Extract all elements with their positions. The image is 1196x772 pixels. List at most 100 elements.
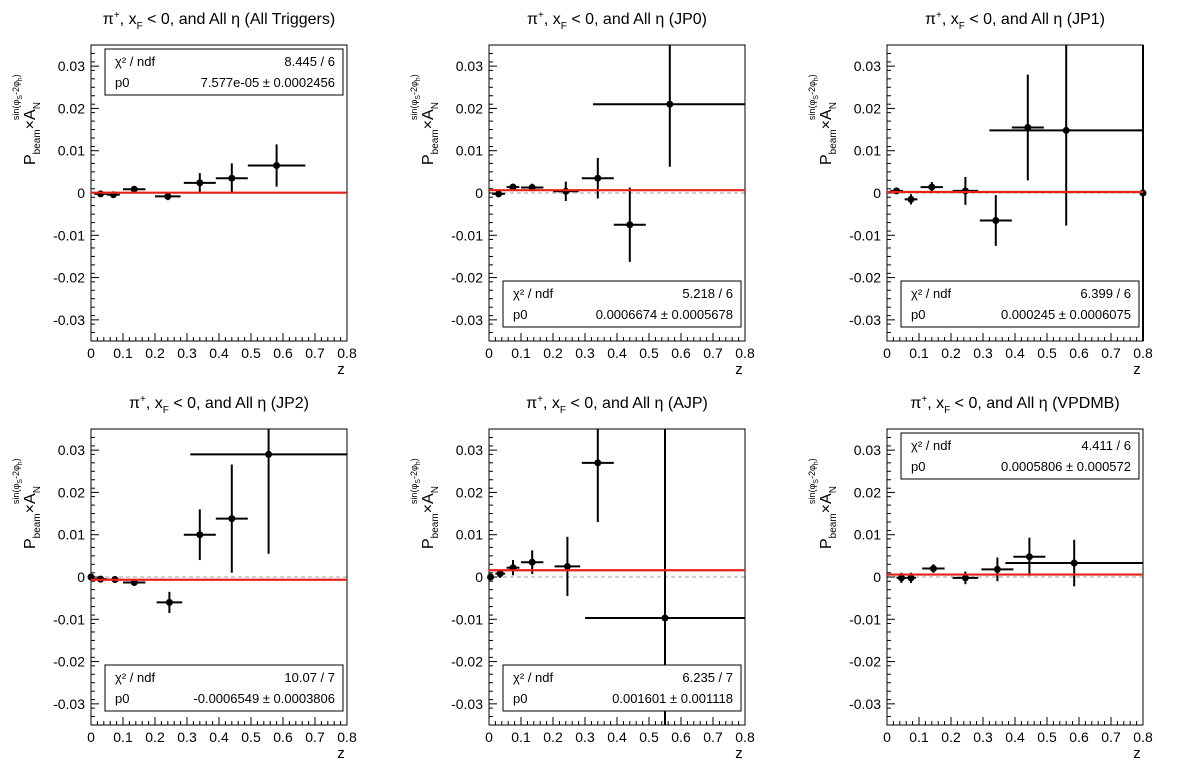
data-point	[215, 464, 248, 573]
stats-p0-value: 0.0005806 ± 0.000572	[1001, 459, 1131, 474]
y-tick-label: 0	[77, 185, 85, 201]
stats-p0-value: 0.000245 ± 0.0006075	[1001, 307, 1131, 322]
x-tick-label: 0.7	[1101, 345, 1121, 361]
x-tick-label: 0.5	[639, 729, 659, 745]
y-tick-label: 0	[475, 185, 483, 201]
data-marker	[228, 515, 236, 523]
chart-title: π+, xF < 0, and All η (AJP)	[526, 394, 708, 416]
stats-chi-value: 6.235 / 7	[682, 670, 733, 685]
y-tick-label: -0.02	[451, 270, 483, 286]
data-point	[247, 144, 306, 187]
data-marker	[97, 190, 105, 198]
x-tick-label: 0.3	[575, 729, 595, 745]
data-marker	[961, 574, 969, 582]
y-tick-label: 0.02	[854, 484, 881, 500]
stats-p0-label: p0	[115, 75, 129, 90]
y-tick-label: -0.03	[849, 696, 881, 712]
x-tick-label: 0	[87, 729, 95, 745]
x-tick-label: 0.2	[145, 345, 165, 361]
data-marker	[130, 185, 138, 193]
y-tick-label: -0.02	[849, 270, 881, 286]
chart-title: π+, xF < 0, and All η (VPDMB)	[910, 394, 1119, 416]
x-tick-label: 0.1	[511, 729, 531, 745]
x-tick-label: 0.6	[671, 729, 691, 745]
data-point	[906, 572, 916, 583]
data-point	[581, 157, 614, 199]
stats-chi-label: χ² / ndf	[115, 54, 155, 69]
data-point	[553, 181, 579, 202]
x-tick-label: 0.6	[671, 345, 691, 361]
x-tick-label: 0.4	[1005, 345, 1025, 361]
x-axis-label: z	[1133, 361, 1141, 378]
data-marker	[562, 187, 570, 195]
stats-chi-label: χ² / ndf	[115, 670, 155, 685]
data-marker	[907, 574, 915, 582]
y-tick-label: 0.03	[456, 442, 483, 458]
stats-box: χ² / ndf 6.235 / 7 p0 0.001601 ± 0.001118	[502, 664, 742, 712]
data-point	[156, 591, 183, 613]
x-tick-label: 0.3	[177, 345, 197, 361]
y-axis-label: Pbeam×ANsin(φS-2φh)	[11, 74, 43, 165]
y-axis-label: Pbeam×ANsin(φS-2φh)	[11, 458, 43, 549]
stats-box: χ² / ndf 6.399 / 6 p0 0.000245 ± 0.0006075	[900, 280, 1140, 328]
y-tick-label: -0.03	[451, 696, 483, 712]
x-tick-label: 0	[485, 345, 493, 361]
stats-frame	[502, 664, 742, 712]
data-marker	[487, 573, 495, 581]
stats-p0-label: p0	[513, 691, 527, 706]
chart-panel-5: π+, xF < 0, and All η (AJP) -0.03 -0.02 -0.…	[409, 394, 755, 762]
y-axis-label: Pbeam×ANsin(φS-2φh)	[807, 458, 839, 549]
x-tick-label: 0.4	[607, 345, 627, 361]
y-axis-label: Pbeam×ANsin(φS-2φh)	[807, 74, 839, 165]
y-tick-label: -0.02	[53, 270, 85, 286]
x-tick-label: 0.5	[241, 345, 261, 361]
x-tick-label: 0.4	[607, 729, 627, 745]
data-point	[215, 163, 248, 193]
data-point	[506, 183, 520, 191]
stats-p0-label: p0	[911, 307, 925, 322]
data-marker	[1070, 559, 1078, 567]
data-marker	[228, 174, 236, 182]
stats-frame	[900, 432, 1140, 480]
chart-panel-3: π+, xF < 0, and All η (JP1) -0.03 -0.02 -0.…	[807, 10, 1153, 378]
chart-title: π+, xF < 0, and All η (JP1)	[925, 10, 1105, 32]
y-tick-label: 0.01	[854, 143, 881, 159]
data-marker	[897, 574, 905, 582]
x-tick-label: 0	[87, 345, 95, 361]
x-tick-label: 0.5	[639, 345, 659, 361]
data-point	[94, 190, 107, 198]
stats-chi-label: χ² / ndf	[911, 286, 951, 301]
x-tick-label: 0.8	[337, 345, 357, 361]
stats-chi-value: 4.411 / 6	[1081, 438, 1131, 453]
y-tick-label: 0	[873, 569, 881, 585]
data-marker	[594, 174, 602, 182]
y-tick-label: -0.03	[53, 312, 85, 328]
x-tick-label: 0.6	[1069, 729, 1089, 745]
y-tick-label: -0.02	[849, 654, 881, 670]
data-point	[1013, 537, 1046, 576]
stats-p0-label: p0	[115, 691, 129, 706]
y-tick-label: -0.01	[53, 611, 85, 627]
stats-chi-value: 10.07 / 7	[284, 670, 335, 685]
chart-title: π+, xF < 0, and All η (All Triggers)	[103, 10, 335, 32]
stats-p0-value: 7.577e-05 ± 0.0002456	[201, 75, 335, 90]
y-tick-label: 0.02	[854, 100, 881, 116]
x-tick-label: 0.8	[1133, 729, 1153, 745]
stats-chi-value: 5.218 / 6	[682, 286, 733, 301]
stats-chi-value: 6.399 / 6	[1080, 286, 1131, 301]
y-tick-label: -0.01	[849, 227, 881, 243]
stats-box: χ² / ndf 10.07 / 7 p0 -0.0006549 ± 0.000380…	[104, 664, 344, 712]
chart-title: π+, xF < 0, and All η (JP2)	[129, 394, 309, 416]
data-point	[593, 45, 745, 167]
data-point	[487, 573, 495, 581]
y-axis-label: Pbeam×ANsin(φS-2φh)	[409, 458, 441, 549]
data-point	[981, 557, 1014, 582]
y-tick-label: -0.03	[451, 312, 483, 328]
x-tick-label: 0.5	[1037, 345, 1057, 361]
x-tick-label: 0.7	[703, 729, 723, 745]
stats-box: χ² / ndf 5.218 / 6 p0 0.0006674 ± 0.0005678	[502, 280, 742, 328]
data-point	[922, 564, 945, 573]
y-axis-label: Pbeam×ANsin(φS-2φh)	[409, 74, 441, 165]
data-marker	[496, 570, 504, 578]
data-point	[554, 536, 581, 597]
